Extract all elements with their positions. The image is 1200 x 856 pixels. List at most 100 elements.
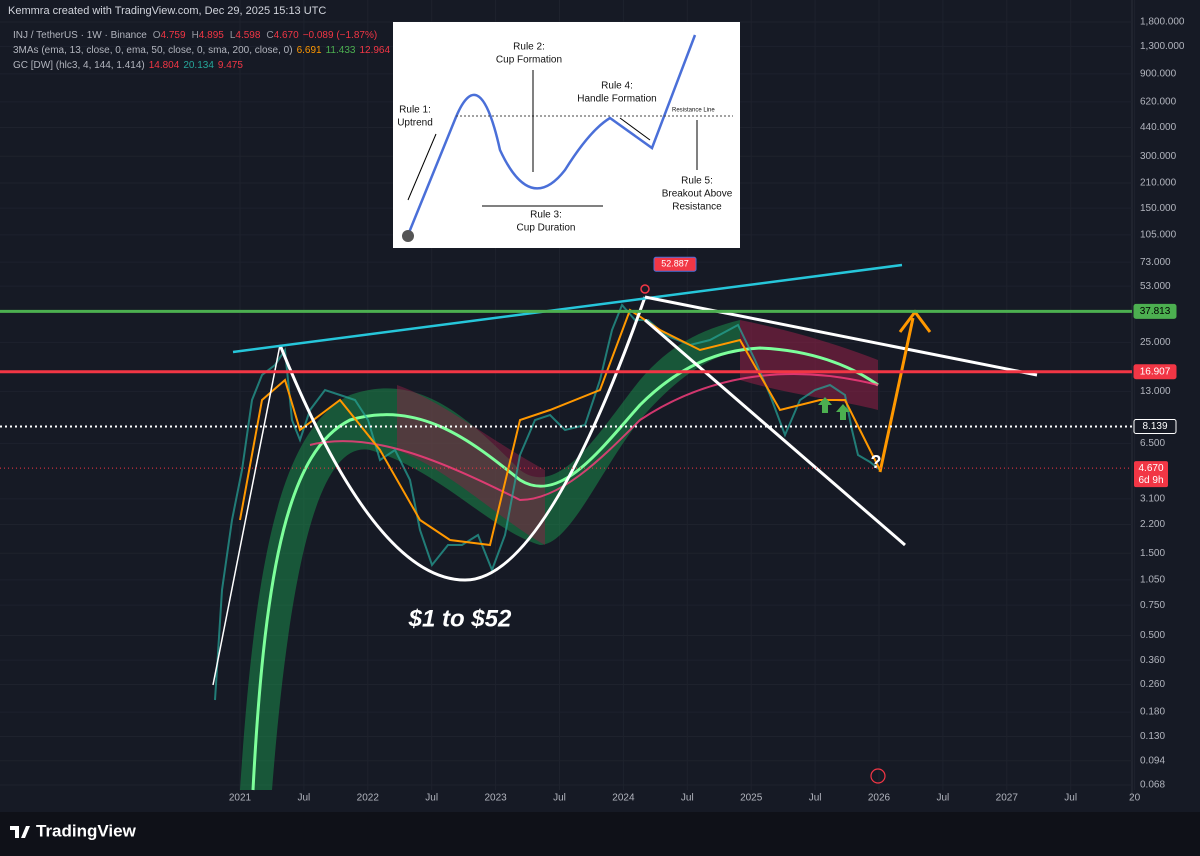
y-tick-label: 440.000 [1140, 122, 1177, 133]
legend-row: 3MAs (ema, 13, close, 0, ema, 50, close,… [13, 43, 390, 58]
y-tick-label: 105.000 [1140, 230, 1177, 241]
price-tag-label: 8.139 [1142, 421, 1167, 432]
y-tick-label: 0.068 [1140, 780, 1165, 791]
legend-value: 4.895 [198, 30, 224, 41]
inset-label: Rule 1: [399, 105, 431, 116]
legend-value: 20.134 [183, 60, 214, 71]
y-tick-label: 6.500 [1140, 438, 1165, 449]
countdown: 6d 9h [1138, 475, 1163, 486]
legend: INJ / TetherUS · 1W · Binance O4.759 H4.89… [13, 28, 390, 73]
up-arrow [836, 404, 850, 420]
y-tick-label: 1,800.000 [1140, 17, 1185, 28]
y-tick-label: 1.500 [1140, 548, 1165, 559]
legend-value: 4.759 [160, 30, 186, 41]
y-tick-label: 0.360 [1140, 655, 1165, 666]
logo-mark [10, 826, 30, 838]
legend-row: GC [DW] (hlc3, 4, 144, 1.414) 14.804 20.13… [13, 58, 390, 73]
y-tick-label: 1,300.000 [1140, 41, 1185, 52]
legend-value: 12.964 [359, 45, 391, 56]
y-tick-label: 0.130 [1140, 731, 1165, 742]
y-tick-label: 0.750 [1140, 600, 1165, 611]
inset-label: Uptrend [397, 118, 433, 129]
event-icon [870, 768, 886, 784]
ma-200 [309, 372, 879, 502]
y-tick-label: 73.000 [1140, 257, 1171, 268]
y-tick-label: 25.000 [1140, 337, 1171, 348]
y-tick-label: 3.100 [1140, 493, 1165, 504]
inset-label: Rule 4: [601, 81, 633, 92]
y-tick-label: 0.500 [1140, 630, 1165, 641]
logo: TradingView [36, 821, 137, 840]
peak-marker [640, 284, 650, 294]
resistance-trendline [232, 263, 903, 354]
legend-value: −0.089 (−1.87%) [302, 30, 378, 41]
inset-label: Cup Formation [496, 55, 562, 66]
price-sketch [214, 303, 881, 701]
y-tick-label: 2.200 [1140, 519, 1165, 530]
inset-label: Cup Duration [517, 223, 576, 234]
x-tick-label: Jul [681, 793, 694, 804]
legend-name: INJ / TetherUS · 1W · Binance [13, 30, 147, 41]
legend-name: GC [DW] (hlc3, 4, 144, 1.414) [13, 60, 145, 71]
legend-name: 3MAs (ema, 13, close, 0, ema, 50, close,… [13, 45, 293, 56]
x-tick-label: Jul [937, 793, 950, 804]
inset-icon [402, 230, 414, 242]
inset-diagram: Rule 1: Uptrend Rule 2: Cup Formation Rule 3… [393, 22, 740, 248]
y-tick-label: 13.000 [1140, 386, 1171, 397]
x-tick-label: 2027 [996, 793, 1019, 804]
legend-value: 6.691 [296, 45, 322, 56]
legend-value: 14.804 [148, 60, 180, 71]
gc-basis [251, 346, 879, 791]
x-tick-label: Jul [553, 793, 566, 804]
x-tick-label: 2022 [357, 793, 380, 804]
y-tick-label: 210.000 [1140, 178, 1177, 189]
price-tag [1133, 418, 1177, 434]
legend-value: 9.475 [217, 60, 243, 71]
x-tick-label: 2023 [484, 793, 507, 804]
peak-label: 52.887 [661, 259, 689, 269]
y-tick-label: 53.000 [1140, 281, 1171, 292]
last-price-tag [1134, 461, 1168, 488]
x-tick-label: 2026 [868, 793, 891, 804]
x-tick-label: Jul [298, 793, 311, 804]
x-tick-label: 20 [1129, 793, 1141, 804]
inset-label: Rule 5: [681, 176, 713, 187]
up-arrow [818, 397, 832, 413]
legend-value: 11.433 [325, 45, 356, 56]
legend-value: 4.670 [273, 30, 299, 41]
price-tag [1133, 303, 1177, 319]
question-mark: ? [871, 452, 882, 472]
projection-arrow [878, 317, 915, 473]
legend-value: 4.598 [235, 30, 261, 41]
y-tick-label: 300.000 [1140, 151, 1177, 162]
footer-bar [0, 812, 1200, 856]
inset-label: Resistance [672, 202, 722, 213]
legend-row: INJ / TetherUS · 1W · Binance O4.759 H4.89… [13, 28, 390, 43]
wedge-bottom [644, 318, 906, 547]
legend-value: L [229, 30, 236, 41]
price-tag [1133, 364, 1177, 380]
y-tick-label: 1.050 [1140, 575, 1165, 586]
y-tick-label: 620.000 [1140, 96, 1177, 107]
inset-arrow [407, 133, 437, 201]
price-tag-label: 37.813 [1140, 306, 1171, 317]
header: Kemmra created with TradingView.com, Dec… [8, 5, 327, 17]
uptrend-line [212, 344, 281, 686]
x-tick-label: Jul [809, 793, 822, 804]
x-tick-label: 2024 [612, 793, 635, 804]
annotation: $1 to $52 [408, 605, 512, 632]
gc-ribbon-green [240, 320, 740, 790]
inset-label: Handle Formation [577, 94, 656, 105]
y-tick-label: 900.000 [1140, 69, 1177, 80]
y-tick-label: 0.260 [1140, 679, 1165, 690]
inset-pattern [406, 34, 697, 236]
y-tick-label: 0.094 [1140, 755, 1165, 766]
inset-arrow [619, 117, 651, 141]
peak-tag [653, 256, 697, 272]
y-tick-label: 150.000 [1140, 203, 1177, 214]
x-tick-label: 2021 [229, 793, 252, 804]
last-price-label: 4.670 [1138, 463, 1163, 474]
x-tick-label: Jul [425, 793, 438, 804]
